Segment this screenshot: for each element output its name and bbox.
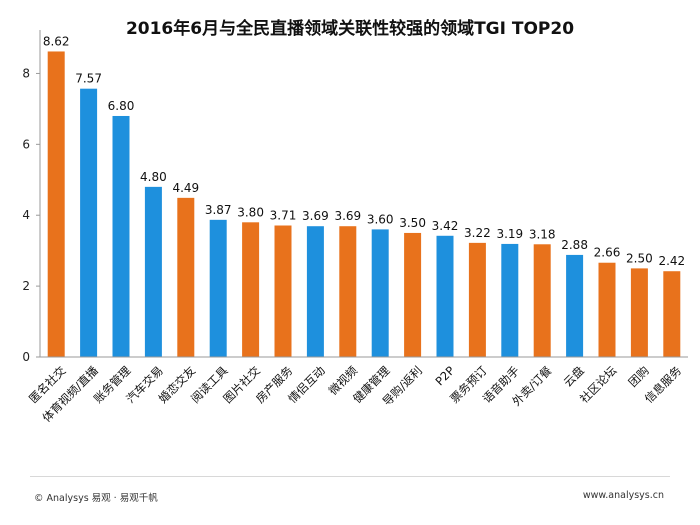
value-label: 3.69 (334, 209, 361, 223)
bar (177, 197, 195, 357)
value-label: 3.18 (529, 227, 556, 241)
bar (436, 235, 454, 357)
footer-website: www.analysys.cn (582, 490, 664, 501)
y-tick-label: 4 (22, 208, 30, 222)
y-axis: 0 2 4 6 8 (22, 30, 41, 364)
bar (371, 229, 389, 357)
bar (339, 226, 357, 357)
value-label: 3.71 (270, 209, 297, 223)
y-tick-label: 8 (22, 66, 30, 80)
value-label: 2.66 (594, 246, 621, 260)
value-label: 7.57 (75, 72, 102, 86)
bars: 8.62 7.57 6.80 4.80 4.49 3.87 3.80 3.71 3.69 3.69… (43, 34, 685, 357)
value-label: 6.80 (108, 99, 135, 113)
chart-title: 2016年6月与全民直播领域关联性较强的领域TGI TOP20 (125, 19, 575, 39)
y-tick-label: 0 (22, 350, 30, 364)
value-label: 4.49 (172, 181, 199, 195)
bar (274, 225, 292, 357)
bar (468, 242, 486, 357)
value-label: 3.87 (205, 203, 232, 217)
category-label: 团购 (626, 363, 652, 389)
value-label: 4.80 (140, 170, 167, 184)
bar (533, 244, 551, 357)
value-label: 3.60 (367, 212, 394, 226)
value-label: 3.42 (432, 219, 459, 233)
category-label: 信息服务 (642, 363, 685, 406)
value-label: 3.80 (237, 205, 264, 219)
bar (404, 232, 422, 357)
bar-chart: 0 2 4 6 8 8.62 7.57 6.80 4.80 4.49 3.87 3.80 3.71 3.… (22, 30, 688, 425)
bar (209, 219, 227, 357)
value-label: 3.69 (302, 209, 329, 223)
bar (80, 88, 98, 357)
bar (112, 115, 130, 357)
y-tick-label: 2 (22, 279, 30, 293)
footer-copyright: © Analysys 易观 · 易观千帆 (34, 493, 158, 504)
bar (501, 243, 519, 357)
bar (242, 222, 260, 357)
value-label: 2.88 (561, 238, 588, 252)
y-tick-label: 6 (22, 137, 30, 151)
value-label: 8.62 (43, 34, 70, 48)
value-label: 2.50 (626, 251, 653, 265)
bar (306, 226, 324, 357)
bar (144, 186, 162, 357)
value-label: 3.50 (399, 216, 426, 230)
footer-divider (30, 476, 670, 477)
value-label: 3.22 (464, 226, 491, 240)
category-label: P2P (432, 363, 457, 388)
category-label: 云盘 (561, 363, 587, 389)
bar (566, 254, 584, 357)
bar (663, 271, 681, 357)
bar (598, 262, 616, 357)
value-label: 3.19 (496, 227, 523, 241)
bar (47, 51, 65, 357)
bar (630, 268, 648, 357)
value-label: 2.42 (658, 254, 685, 268)
category-label: 社区论坛 (577, 363, 620, 406)
x-axis: 匿名社交体育视频/直播账务管理汽车交易婚恋交友阅读工具图片社交房产服务情侣互动微… (26, 356, 688, 425)
